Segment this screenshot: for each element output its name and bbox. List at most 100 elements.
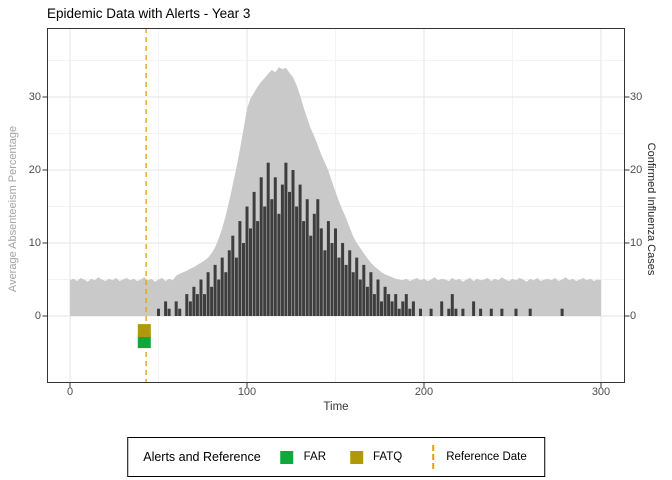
cases-bar (341, 243, 345, 316)
y-tick-label-right: 20 (630, 163, 643, 176)
cases-bar (479, 308, 483, 316)
cases-bar (472, 301, 476, 316)
cases-bar (199, 279, 203, 316)
cases-bar (401, 301, 405, 316)
plot-panel (42, 28, 630, 388)
cases-bar (231, 235, 235, 316)
legend-item-reference-date: Reference Date (426, 445, 527, 469)
cases-bar (178, 308, 182, 316)
legend-title: Alerts and Reference (143, 450, 261, 464)
cases-bar (164, 301, 168, 316)
cases-bar (450, 294, 454, 316)
cases-bar (245, 206, 249, 316)
cases-bar (157, 308, 160, 316)
cases-bar (270, 199, 274, 316)
cases-bar (323, 250, 327, 316)
cases-bar (447, 308, 451, 316)
cases-bar (319, 228, 323, 316)
y-tick-label-left: 10 (28, 236, 41, 249)
cases-bar (227, 250, 231, 316)
y-tick-label-left: 0 (34, 309, 41, 322)
cases-bar (362, 264, 366, 316)
cases-bar (217, 279, 221, 316)
cases-bar (337, 257, 341, 316)
far-square-icon (280, 450, 294, 464)
cases-bar (188, 301, 192, 316)
cases-bar (560, 308, 564, 316)
cases-bar (397, 308, 401, 316)
cases-bar (238, 221, 242, 316)
panel-border (47, 28, 625, 383)
cases-bar (305, 199, 309, 316)
cases-bar (312, 213, 316, 316)
cases-bar (419, 308, 422, 316)
cases-bar (291, 170, 295, 316)
cases-bar (376, 279, 380, 316)
cases-bar (259, 177, 263, 316)
x-tick-label: 200 (414, 386, 434, 398)
fatq-alert-marker (137, 324, 151, 338)
cases-bar (234, 257, 238, 316)
cases-bar (249, 228, 252, 316)
cases-bar (330, 243, 334, 316)
cases-bar (206, 272, 210, 316)
cases-bar (429, 308, 433, 316)
cases-bar (411, 301, 415, 316)
legend-item-fatq: FATQ (350, 450, 403, 464)
cases-bar (372, 294, 376, 316)
cases-bar (394, 294, 398, 316)
far-alert-marker (137, 335, 151, 349)
cases-bar (514, 308, 518, 316)
x-axis-title: Time (323, 401, 349, 413)
cases-bar (210, 286, 214, 316)
cases-bar (192, 286, 196, 316)
x-tick-label: 300 (591, 386, 611, 398)
cases-bar (295, 206, 299, 316)
cases-bar (408, 308, 412, 316)
cases-bar (489, 308, 493, 316)
cases-bar (167, 308, 171, 316)
cases-bar (224, 272, 228, 316)
legend-item-far: FAR (280, 450, 326, 464)
cases-bar (454, 308, 458, 316)
cases-bar (284, 162, 288, 316)
cases-bar (252, 191, 256, 316)
cases-bar (316, 199, 320, 316)
cases-bar (461, 308, 465, 316)
cases-bar (369, 272, 373, 316)
cases-bar (220, 257, 224, 316)
cases-bar (280, 184, 284, 316)
y-tick-label-right: 30 (630, 90, 643, 103)
cases-bar (500, 308, 504, 316)
cases-bar (404, 294, 408, 316)
cases-bar (326, 221, 330, 316)
legend-item-label: FATQ (373, 451, 403, 463)
y-tick-label-right: 10 (630, 236, 643, 249)
cases-bar (365, 286, 369, 316)
cases-bar (344, 264, 348, 316)
y-tick-label-left: 20 (28, 163, 41, 176)
cases-bar (174, 301, 178, 316)
cases-bar (273, 177, 277, 316)
cases-bar (309, 235, 313, 316)
cases-bar (185, 294, 189, 316)
cases-bar (383, 286, 387, 316)
dashed-line-icon (432, 445, 435, 469)
legend-item-label: Reference Date (446, 451, 527, 463)
cases-bar (440, 301, 444, 316)
cases-bar (302, 221, 306, 316)
cases-bar (348, 250, 352, 316)
cases-bar (266, 162, 270, 316)
fatq-square-icon (350, 450, 364, 464)
chart-title: Epidemic Data with Alerts - Year 3 (47, 6, 251, 21)
cases-bar (358, 279, 362, 316)
cases-bar (387, 294, 391, 316)
cases-bar (351, 272, 355, 316)
cases-bar (528, 308, 532, 316)
cases-bar (380, 301, 383, 316)
cases-bar (334, 228, 337, 316)
cases-bar (355, 257, 359, 316)
cases-bar (213, 264, 217, 316)
cases-bar (263, 206, 267, 316)
